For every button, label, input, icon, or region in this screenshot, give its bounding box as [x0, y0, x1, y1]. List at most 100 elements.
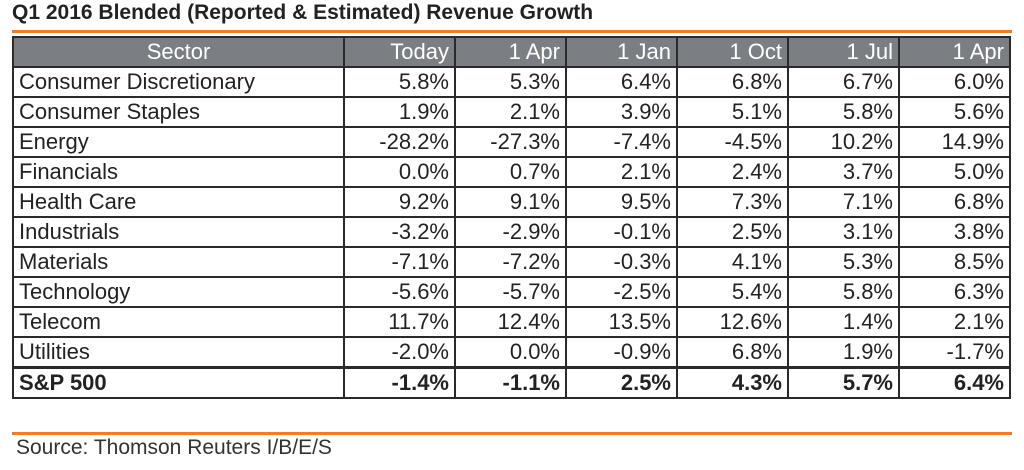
- table-row: Financials 0.0% 0.7% 2.1% 2.4% 3.7% 5.0%: [12, 156, 1011, 188]
- sector-cell: Energy: [12, 126, 345, 158]
- value-cell: 11.7%: [343, 306, 456, 338]
- value-cell: -0.1%: [565, 216, 678, 248]
- column-header: 1 Jul: [787, 36, 900, 68]
- value-cell: 0.7%: [454, 156, 567, 188]
- table-row: Industrials -3.2% -2.9% -0.1% 2.5% 3.1% 3.8%: [12, 216, 1011, 248]
- sector-cell: S&P 500: [12, 366, 345, 399]
- value-cell: 1.9%: [343, 96, 456, 128]
- sector-cell: Technology: [12, 276, 345, 308]
- total-row: S&P 500 -1.4% -1.1% 2.5% 4.3% 5.7% 6.4%: [12, 366, 1011, 399]
- table-row: Technology -5.6% -5.7% -2.5% 5.4% 5.8% 6.3%: [12, 276, 1011, 308]
- value-cell: 2.1%: [565, 156, 678, 188]
- value-cell: 3.1%: [787, 216, 900, 248]
- value-cell: 0.0%: [343, 156, 456, 188]
- value-cell: 13.5%: [565, 306, 678, 338]
- value-cell: 5.8%: [787, 276, 900, 308]
- value-cell: 6.7%: [787, 66, 900, 98]
- sector-cell: Materials: [12, 246, 345, 278]
- sector-cell: Consumer Staples: [12, 96, 345, 128]
- value-cell: -0.9%: [565, 336, 678, 369]
- value-cell: 2.1%: [898, 306, 1011, 338]
- value-cell: -7.4%: [565, 126, 678, 158]
- table-row: Telecom 11.7% 12.4% 13.5% 12.6% 1.4% 2.1%: [12, 306, 1011, 338]
- column-header: 1 Jan: [565, 36, 678, 68]
- value-cell: -2.0%: [343, 336, 456, 369]
- value-cell: 3.7%: [787, 156, 900, 188]
- column-header: Sector: [12, 36, 345, 68]
- column-header: 1 Oct: [676, 36, 789, 68]
- table-row: Utilities -2.0% 0.0% -0.9% 6.8% 1.9% -1.7%: [12, 336, 1011, 369]
- value-cell: 1.9%: [787, 336, 900, 369]
- header-row: Sector Today 1 Apr 1 Jan 1 Oct 1 Jul 1 A…: [12, 36, 1011, 68]
- value-cell: 0.0%: [454, 336, 567, 369]
- value-cell: -7.1%: [343, 246, 456, 278]
- value-cell: -1.1%: [454, 366, 567, 399]
- column-header: 1 Apr: [454, 36, 567, 68]
- value-cell: 2.5%: [676, 216, 789, 248]
- value-cell: 4.3%: [676, 366, 789, 399]
- value-cell: -3.2%: [343, 216, 456, 248]
- column-header: Today: [343, 36, 456, 68]
- value-cell: -28.2%: [343, 126, 456, 158]
- table-row: Health Care 9.2% 9.1% 9.5% 7.3% 7.1% 6.8%: [12, 186, 1011, 218]
- value-cell: 14.9%: [898, 126, 1011, 158]
- value-cell: 6.4%: [565, 66, 678, 98]
- value-cell: 6.3%: [898, 276, 1011, 308]
- value-cell: -2.5%: [565, 276, 678, 308]
- value-cell: 2.4%: [676, 156, 789, 188]
- value-cell: 5.6%: [898, 96, 1011, 128]
- value-cell: 6.8%: [676, 336, 789, 369]
- value-cell: 10.2%: [787, 126, 900, 158]
- column-header: 1 Apr: [898, 36, 1011, 68]
- sector-cell: Industrials: [12, 216, 345, 248]
- chart-title: Q1 2016 Blended (Reported & Estimated) R…: [12, 1, 594, 24]
- value-cell: -1.7%: [898, 336, 1011, 369]
- sector-cell: Health Care: [12, 186, 345, 218]
- value-cell: 6.0%: [898, 66, 1011, 98]
- top-accent-rule: [12, 30, 1012, 33]
- value-cell: 7.1%: [787, 186, 900, 218]
- table-row: Energy -28.2% -27.3% -7.4% -4.5% 10.2% 14.9%: [12, 126, 1011, 158]
- table-body: Consumer Discretionary 5.8% 5.3% 6.4% 6.8% 6.…: [12, 66, 1011, 399]
- value-cell: 8.5%: [898, 246, 1011, 278]
- sector-cell: Telecom: [12, 306, 345, 338]
- table-row: Consumer Staples 1.9% 2.1% 3.9% 5.1% 5.8% 5.6%: [12, 96, 1011, 128]
- sector-cell: Utilities: [12, 336, 345, 369]
- value-cell: 5.7%: [787, 366, 900, 399]
- value-cell: 5.4%: [676, 276, 789, 308]
- source-note: Source: Thomson Reuters I/B/E/S: [16, 436, 332, 459]
- value-cell: 12.6%: [676, 306, 789, 338]
- value-cell: 6.8%: [898, 186, 1011, 218]
- value-cell: 9.5%: [565, 186, 678, 218]
- value-cell: 9.1%: [454, 186, 567, 218]
- value-cell: 2.1%: [454, 96, 567, 128]
- value-cell: 12.4%: [454, 306, 567, 338]
- revenue-growth-table: Sector Today 1 Apr 1 Jan 1 Oct 1 Jul 1 A…: [12, 36, 1011, 399]
- value-cell: 6.4%: [898, 366, 1011, 399]
- value-cell: 5.3%: [454, 66, 567, 98]
- table-row: Materials -7.1% -7.2% -0.3% 4.1% 5.3% 8.5%: [12, 246, 1011, 278]
- value-cell: 2.5%: [565, 366, 678, 399]
- value-cell: 5.8%: [787, 96, 900, 128]
- value-cell: 5.3%: [787, 246, 900, 278]
- bottom-accent-rule: [12, 432, 1012, 435]
- value-cell: -2.9%: [454, 216, 567, 248]
- value-cell: 5.0%: [898, 156, 1011, 188]
- value-cell: 6.8%: [676, 66, 789, 98]
- value-cell: -27.3%: [454, 126, 567, 158]
- value-cell: -5.7%: [454, 276, 567, 308]
- value-cell: -5.6%: [343, 276, 456, 308]
- value-cell: -4.5%: [676, 126, 789, 158]
- value-cell: 5.8%: [343, 66, 456, 98]
- table-row: Consumer Discretionary 5.8% 5.3% 6.4% 6.8% 6.…: [12, 66, 1011, 98]
- value-cell: 7.3%: [676, 186, 789, 218]
- value-cell: 4.1%: [676, 246, 789, 278]
- value-cell: 5.1%: [676, 96, 789, 128]
- value-cell: 9.2%: [343, 186, 456, 218]
- sector-cell: Financials: [12, 156, 345, 188]
- value-cell: -1.4%: [343, 366, 456, 399]
- value-cell: 3.8%: [898, 216, 1011, 248]
- value-cell: 1.4%: [787, 306, 900, 338]
- value-cell: -0.3%: [565, 246, 678, 278]
- value-cell: -7.2%: [454, 246, 567, 278]
